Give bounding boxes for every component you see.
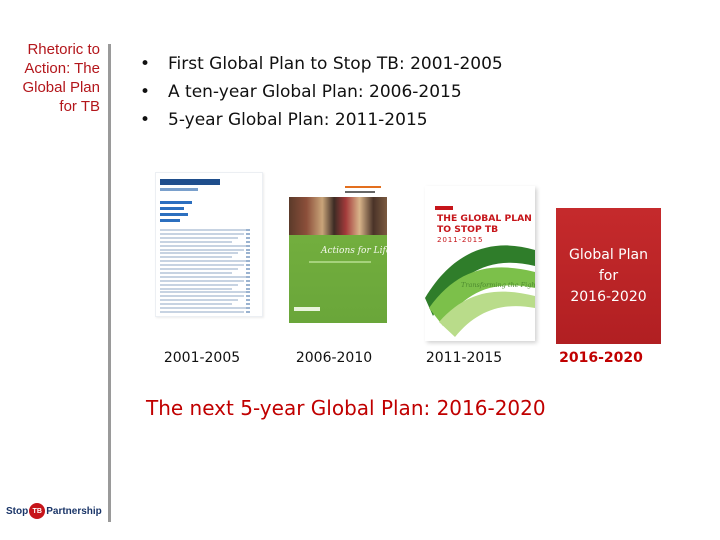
toc-page-number (246, 229, 250, 231)
toc-line (160, 252, 238, 255)
bullet-item: • First Global Plan to Stop TB: 2001-2005 (140, 50, 503, 78)
toc-page-number (246, 287, 250, 290)
year-label-2001-2005: 2001-2005 (163, 350, 241, 366)
toc-page-number (246, 275, 250, 278)
cover-title-bar (160, 179, 220, 185)
logo-text-post: Partnership (46, 505, 102, 517)
cover-section-block (160, 219, 180, 222)
toc-line (160, 256, 232, 259)
cover-title-line-2: TO STOP TB (437, 224, 499, 235)
toc-line (160, 279, 244, 282)
toc-page-number (246, 240, 250, 243)
toc-line (160, 291, 250, 294)
toc-page-number (246, 291, 250, 294)
cover-title-line-1: THE GLOBAL PLAN (437, 213, 532, 224)
section-title-line-3: Global Plan (22, 79, 100, 96)
cover-footer-logo (294, 307, 320, 311)
cover-section-block (160, 213, 188, 216)
bullet-dot-icon: • (140, 82, 151, 102)
toc-line (160, 229, 250, 231)
cover-header (289, 183, 387, 197)
cover-text-line-1: Global Plan (569, 246, 648, 263)
toc-page-number (246, 279, 250, 282)
headline: The next 5-year Global Plan: 2016-2020 (146, 396, 546, 420)
toc-line (160, 310, 244, 313)
toc-line (160, 260, 250, 263)
logo-tb-mark: TB (29, 503, 46, 519)
logo-text-pre: Stop (6, 505, 29, 517)
bullet-item: • 5-year Global Plan: 2011-2015 (140, 106, 503, 134)
toc-line (160, 248, 244, 251)
swoosh-band-light (429, 267, 535, 326)
toc-page-number (246, 310, 250, 313)
bullet-item: • A ten-year Global Plan: 2006-2015 (140, 78, 503, 106)
toc-page-number (246, 303, 250, 306)
cover-image-2011-2015: THE GLOBAL PLAN TO STOP TB 2011-2015 Tra… (425, 186, 535, 341)
bullet-text: A ten-year Global Plan: 2006-2015 (168, 82, 462, 102)
cover-title: THE GLOBAL PLAN TO STOP TB (437, 213, 532, 235)
cover-header-text (345, 186, 381, 188)
section-title-line-2: Action: The (24, 60, 100, 77)
toc-line (160, 295, 244, 298)
toc-page-number (246, 283, 250, 286)
bullet-text: 5-year Global Plan: 2011-2015 (168, 110, 428, 130)
toc-page-number (246, 264, 250, 267)
cover-section-block (160, 201, 192, 204)
cover-years: 2011-2015 (437, 235, 484, 244)
cover-rule (309, 261, 371, 263)
toc-line (160, 244, 250, 247)
cover-logo (435, 206, 453, 210)
toc-page-number (246, 252, 250, 255)
toc-line (160, 268, 238, 270)
cover-image-2001-2005 (155, 172, 263, 317)
toc-line (160, 307, 250, 309)
cover-subtitle-bar (160, 188, 198, 191)
toc-page-number (246, 295, 250, 298)
year-label-2011-2015: 2011-2015 (425, 350, 503, 366)
toc-line (160, 303, 232, 306)
toc-line (160, 283, 238, 286)
toc-page-number (246, 236, 250, 239)
bullet-dot-icon: • (140, 54, 151, 74)
toc-page-number (246, 299, 250, 302)
toc-page-number (246, 260, 250, 263)
bullet-dot-icon: • (140, 110, 151, 130)
cover-text-line-2: for (598, 267, 619, 284)
toc-line (160, 240, 232, 243)
toc-page-number (246, 307, 250, 309)
cover-photo-strip (289, 197, 387, 235)
toc-line (160, 236, 238, 239)
year-label-2006-2010: 2006-2010 (295, 350, 373, 366)
toc-line (160, 271, 232, 274)
cover-header-text (345, 191, 375, 193)
toc-page-number (246, 232, 250, 235)
toc-line (160, 232, 244, 235)
section-title-line-1: Rhetoric to (27, 41, 100, 58)
cover-text-line-3: 2016-2020 (570, 288, 647, 305)
bullet-text: First Global Plan to Stop TB: 2001-2005 (168, 54, 503, 74)
slide-section-title: Rhetoric to Action: The Global Plan for … (0, 40, 100, 116)
cover-section-block (160, 207, 184, 210)
toc-line (160, 264, 244, 267)
toc-page-number (246, 256, 250, 259)
toc-line (160, 299, 238, 302)
toc-page-number (246, 248, 250, 251)
green-swoosh-graphic (425, 245, 535, 337)
year-label-2016-2020: 2016-2020 (559, 350, 643, 366)
bullet-list: • First Global Plan to Stop TB: 2001-2005… (140, 50, 503, 134)
toc-page-number (246, 268, 250, 270)
cover-image-2006-2010: Actions for Life (289, 183, 387, 323)
section-title-line-4: for TB (59, 98, 100, 115)
toc-line (160, 275, 250, 278)
toc-page-number (246, 244, 250, 247)
toc-page-number (246, 271, 250, 274)
toc-line (160, 287, 232, 290)
vertical-divider (108, 44, 111, 522)
stop-tb-partnership-logo-icon: Stop TB Partnership (6, 503, 102, 519)
swoosh-band-pale (439, 291, 535, 337)
cover-title: Actions for Life (321, 246, 387, 256)
cover-subtitle: Transforming the Fight (461, 281, 535, 289)
cover-placeholder-2016-2020: Global Plan for 2016-2020 (556, 208, 661, 344)
